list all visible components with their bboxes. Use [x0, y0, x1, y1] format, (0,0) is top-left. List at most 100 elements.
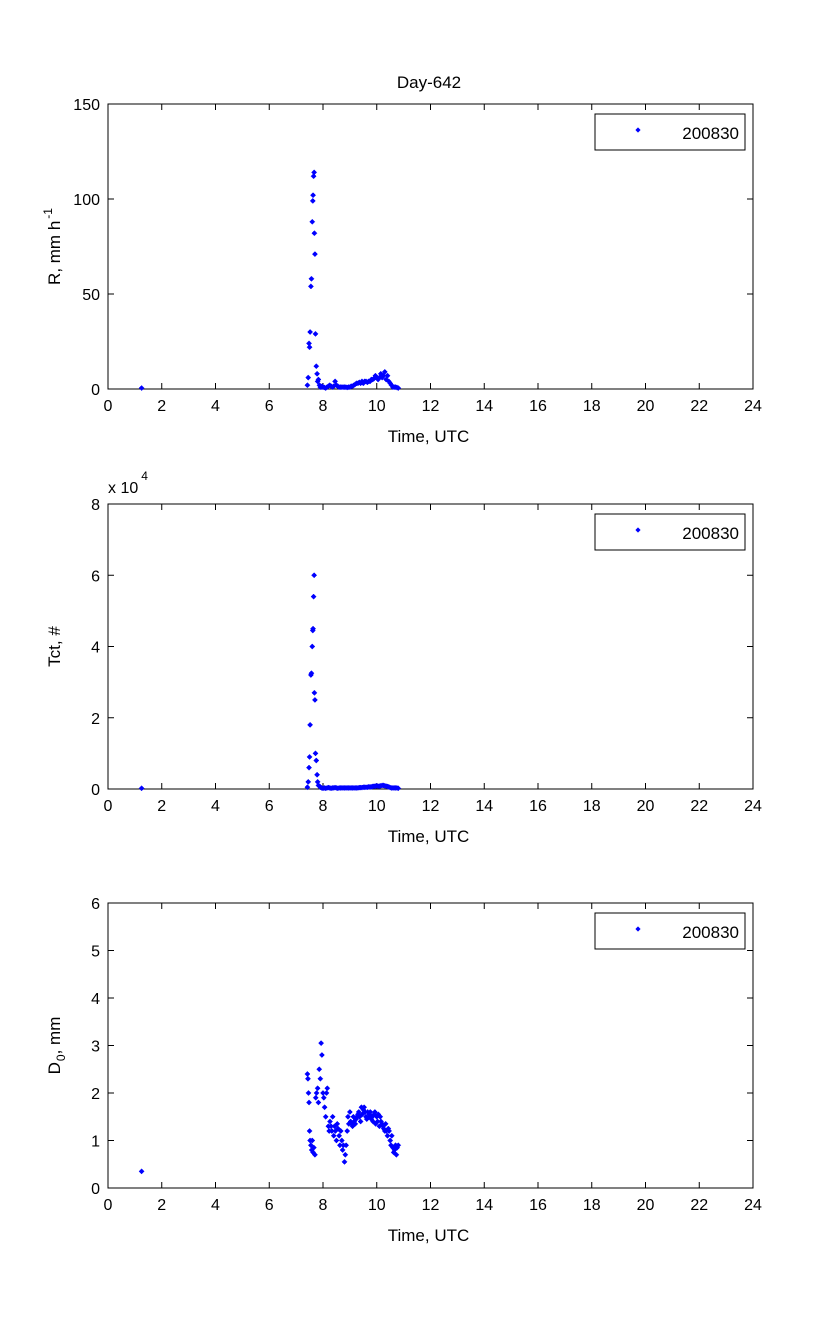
x-tick-label: 4 [211, 1197, 220, 1214]
data-point [313, 757, 320, 764]
x-tick-label: 6 [265, 398, 274, 415]
x-tick-label: 16 [529, 398, 547, 415]
y-tick-label: 0 [91, 1181, 100, 1198]
x-tick-label: 10 [368, 1197, 386, 1214]
data-point [317, 1075, 324, 1082]
data-point [311, 572, 318, 579]
y-axis-label-main: R, mm h [45, 221, 64, 285]
legend: 200830 [594, 912, 746, 950]
data-point [323, 1090, 330, 1096]
x-tick-label: 24 [744, 1197, 762, 1214]
y-tick-label: 3 [91, 1039, 100, 1056]
x-tick-label: 8 [319, 398, 328, 415]
x-tick-label: 14 [475, 1197, 493, 1214]
data-point [320, 1094, 327, 1101]
x-tick-label: 6 [265, 798, 274, 815]
data-point [309, 218, 316, 225]
y-tick-label: 1 [91, 1134, 100, 1151]
data-point [395, 785, 402, 792]
data-point [388, 1132, 395, 1139]
x-tick-label: 10 [368, 798, 386, 815]
data-point [336, 1132, 343, 1139]
data-point [342, 1151, 349, 1158]
data-point [337, 1128, 344, 1134]
series-1 [138, 1040, 402, 1175]
data-point [306, 1128, 313, 1134]
data-point [311, 1151, 318, 1158]
data-point [311, 696, 318, 703]
legend-label: 200830 [682, 124, 739, 143]
x-tick-label: 14 [475, 798, 493, 815]
data-point [381, 368, 388, 375]
data-point [393, 1151, 400, 1158]
data-point [384, 1132, 391, 1139]
data-point [384, 372, 391, 379]
x-tick-label: 22 [690, 1197, 708, 1214]
data-point [307, 329, 314, 335]
data-point [357, 1118, 364, 1125]
data-point [307, 721, 314, 728]
data-point [315, 1099, 322, 1106]
y-axis-label: D0, mm [45, 1017, 68, 1075]
y-exponent-base: x 10 [108, 480, 138, 497]
data-point [313, 1090, 320, 1096]
x-tick-label: 24 [744, 398, 762, 415]
data-point [329, 1113, 336, 1120]
x-tick-label: 24 [744, 798, 762, 815]
data-point [330, 1132, 337, 1139]
data-point [327, 1118, 333, 1125]
data-point [309, 1137, 316, 1144]
data-point [311, 251, 318, 258]
x-tick-label: 2 [157, 1197, 166, 1214]
legend-box [594, 912, 746, 950]
data-point [306, 753, 313, 760]
data-point [387, 1137, 394, 1144]
y-tick-label: 100 [73, 192, 100, 209]
data-point [352, 1120, 359, 1127]
x-tick-label: 4 [211, 398, 220, 415]
data-point [318, 1052, 325, 1058]
data-point [309, 643, 316, 650]
x-tick-label: 18 [583, 398, 601, 415]
x-tick-label: 0 [104, 398, 113, 415]
data-point [310, 1144, 317, 1151]
data-point [316, 1066, 323, 1073]
data-point [341, 1158, 348, 1165]
data-point [138, 385, 145, 392]
plot-area [107, 503, 754, 790]
data-point [315, 376, 322, 383]
y-tick-label: 2 [91, 711, 100, 728]
data-point [395, 385, 402, 392]
data-point [312, 330, 319, 337]
x-tick-label: 2 [157, 798, 166, 815]
data-point [138, 1168, 145, 1175]
y-tick-label: 6 [91, 896, 100, 913]
data-point [138, 785, 145, 792]
data-point [318, 1040, 325, 1047]
data-point [338, 1137, 345, 1144]
data-point [322, 1113, 329, 1120]
y-exponent-power: 4 [141, 469, 148, 483]
x-tick-label: 12 [422, 398, 440, 415]
data-point [334, 1120, 341, 1127]
data-point [304, 1075, 311, 1082]
y-tick-label: 4 [91, 991, 100, 1008]
y-tick-label: 0 [91, 382, 100, 399]
x-tick-label: 0 [104, 1197, 113, 1214]
legend-box [594, 513, 746, 551]
x-tick-label: 14 [475, 398, 493, 415]
data-point [344, 1128, 351, 1134]
y-tick-label: 6 [91, 568, 100, 585]
data-point [314, 771, 321, 778]
data-point [305, 374, 312, 381]
data-point [304, 784, 311, 791]
data-point [305, 1090, 312, 1096]
data-point [333, 1137, 340, 1144]
x-tick-label: 8 [319, 798, 328, 815]
data-point [310, 593, 317, 600]
x-tick-label: 16 [529, 798, 547, 815]
data-point [367, 1109, 374, 1115]
x-tick-label: 16 [529, 1197, 547, 1214]
